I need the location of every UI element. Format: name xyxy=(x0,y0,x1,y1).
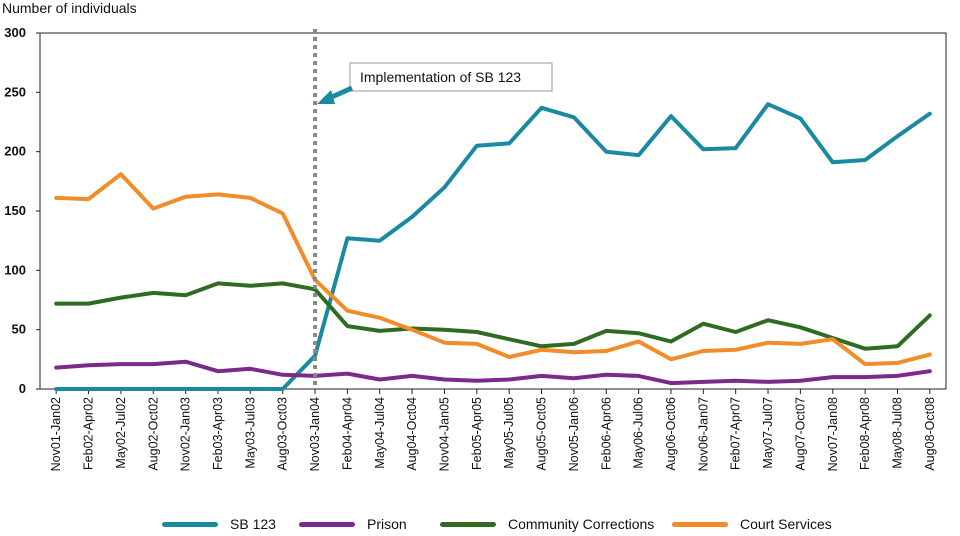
x-tick-label: Aug04-Oct04 xyxy=(405,397,419,471)
x-tick-label: Nov05-Jan06 xyxy=(567,397,581,471)
y-tick-label: 100 xyxy=(4,262,26,277)
x-tick-label: Nov03-Jan04 xyxy=(308,397,322,471)
x-tick-label: Feb08-Apr08 xyxy=(858,397,872,470)
y-tick-label: 200 xyxy=(4,144,26,159)
series-line-sb-123 xyxy=(54,102,932,391)
x-tick-label: May02-Jul02 xyxy=(114,397,128,469)
series-line-community-corrections xyxy=(54,281,932,351)
y-tick-label: 300 xyxy=(4,25,26,40)
series-line-court-services xyxy=(54,172,932,367)
x-tick-label: Aug08-Oct08 xyxy=(923,397,937,471)
annotation-box xyxy=(349,62,553,92)
legend-entry-community-corrections: Community Corrections xyxy=(440,514,654,534)
x-tick-label: Aug07-Oct07 xyxy=(793,397,807,471)
x-tick-label: Nov01-Jan02 xyxy=(49,397,63,471)
legend-swatch xyxy=(672,521,728,527)
x-tick-label: Nov07-Jan08 xyxy=(826,397,840,471)
x-tick-label: Feb06-Apr06 xyxy=(599,397,613,470)
annotation-label: Implementation of SB 123 xyxy=(360,69,521,85)
annotation-arrow-head xyxy=(317,90,336,104)
chart-legend: SB 123 Prison Community Corrections Court S… xyxy=(0,514,960,536)
x-tick-label: Feb05-Apr05 xyxy=(470,397,484,470)
y-tick-label: 150 xyxy=(4,203,26,218)
y-axis-title: Number of individuals xyxy=(2,0,137,16)
legend-swatch xyxy=(299,521,355,527)
y-tick-label: 250 xyxy=(4,84,26,99)
x-tick-label: May03-Jul03 xyxy=(243,397,257,469)
x-tick-label: May04-Jul04 xyxy=(373,397,387,469)
x-tick-label: May07-Jul07 xyxy=(761,397,775,469)
legend-label: Court Services xyxy=(740,516,832,532)
legend-label: Prison xyxy=(367,516,407,532)
series-layer xyxy=(54,102,932,391)
legend-swatch xyxy=(440,521,496,527)
chart-axes: 0 50 100 150 200 250 300 Nov01-Jan02 Feb02-Apr02… xyxy=(4,25,947,471)
x-tick-label: Aug02-Oct02 xyxy=(146,397,160,471)
legend-label: Community Corrections xyxy=(508,516,655,532)
legend-swatch xyxy=(162,521,218,527)
x-tick-label: Nov06-Jan07 xyxy=(696,397,710,471)
x-tick-label: Aug03-Oct03 xyxy=(276,397,290,471)
x-tick-label: Feb04-Apr04 xyxy=(340,397,354,470)
annotation-layer: Implementation of SB 123 xyxy=(313,29,553,389)
line-chart: 0 50 100 150 200 250 300 Nov01-Jan02 Feb02-Apr02… xyxy=(4,25,947,471)
series-line-prison xyxy=(54,359,932,386)
x-tick-label: Aug06-Oct06 xyxy=(664,397,678,471)
x-tick-label: May08-Jul08 xyxy=(890,397,904,469)
legend-entry-court-services: Court Services xyxy=(672,514,832,534)
x-tick-label: Feb02-Apr02 xyxy=(82,397,96,470)
y-tick-label: 50 xyxy=(12,322,26,337)
x-tick-label: Feb07-Apr07 xyxy=(729,397,743,470)
legend-label: SB 123 xyxy=(230,516,276,532)
legend-entry-sb-123: SB 123 xyxy=(162,514,276,534)
x-tick-label: Nov04-Jan05 xyxy=(437,397,451,471)
legend-entry-prison: Prison xyxy=(299,514,407,534)
x-tick-label: Feb03-Apr03 xyxy=(211,397,225,470)
y-tick-label: 0 xyxy=(19,381,26,396)
x-tick-label: May06-Jul06 xyxy=(632,397,646,469)
x-tick-label: May05-Jul05 xyxy=(502,397,516,469)
x-tick-label: Aug05-Oct05 xyxy=(535,397,549,471)
x-tick-label: Nov02-Jan03 xyxy=(179,397,193,471)
